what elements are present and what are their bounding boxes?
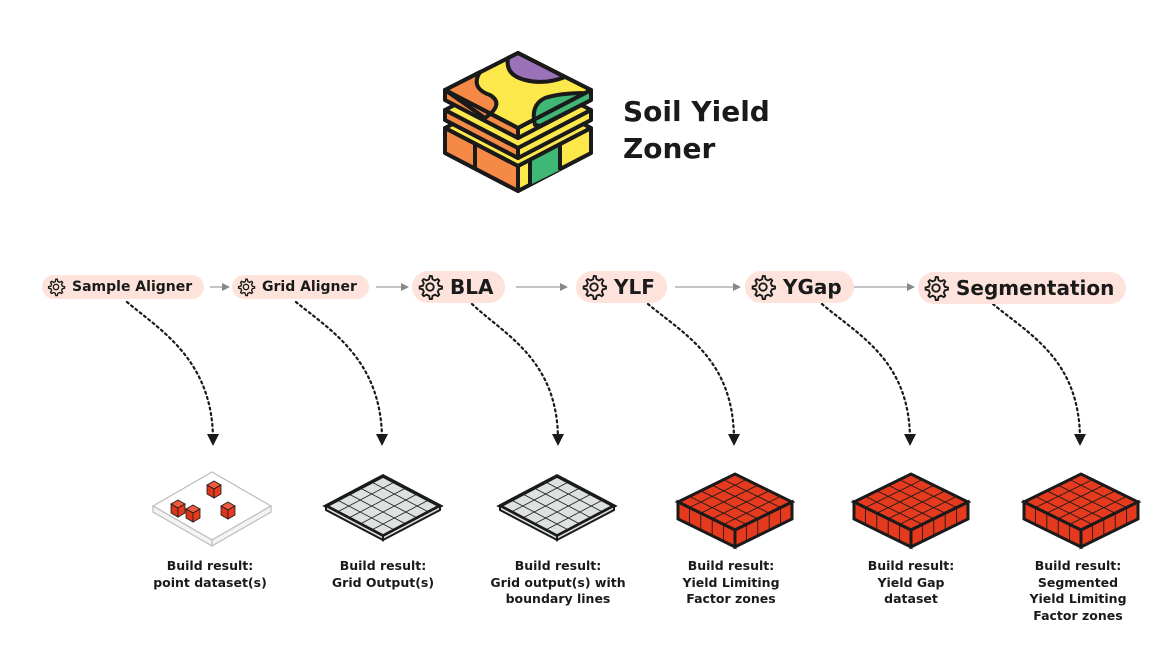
step-label: YLF [614, 275, 655, 299]
step-label: Sample Aligner [72, 279, 193, 295]
result-line: dataset [884, 591, 938, 606]
step-label: Segmentation [956, 276, 1115, 300]
app-title-line1: Soil Yield [623, 95, 770, 128]
result-line: Yield Limiting [1029, 591, 1127, 606]
app-title-line2: Zoner [623, 132, 716, 165]
result-line: Factor zones [1033, 607, 1123, 623]
step-sample-aligner: Sample Aligner [42, 275, 205, 299]
grey-grid-tile [322, 474, 444, 542]
gear-icon [922, 274, 950, 302]
step-bla: BLA [412, 271, 506, 303]
result-line: Build result: [1034, 558, 1122, 573]
result-line: Grid output(s) with [490, 574, 626, 590]
result-caption-4: Build result: Yield Limiting Factor zone… [646, 558, 816, 608]
step-label: YGap [783, 275, 842, 299]
gear-icon [236, 277, 256, 297]
app-title: Soil Yield Zoner [623, 93, 823, 167]
result-line: point dataset(s) [153, 574, 267, 590]
result-line: Build result: [166, 558, 254, 573]
step-grid-aligner: Grid Aligner [232, 275, 369, 299]
output-arrow-2 [294, 300, 388, 446]
result-caption-5: Build result: Yield Gap dataset [826, 558, 996, 608]
result-caption-1: Build result: point dataset(s) [125, 558, 295, 591]
result-line: Yield Limiting [682, 574, 780, 590]
sparse-points-tile [151, 471, 273, 548]
result-line: Build result: [687, 558, 775, 573]
result-line: Segmented [1037, 574, 1119, 590]
result-line: Grid Output(s) [331, 574, 435, 590]
result-caption-6: Build result: Segmented Yield Limiting F… [993, 558, 1163, 624]
red-grid-block [1020, 472, 1142, 550]
step-label: BLA [450, 275, 494, 299]
gear-icon [580, 273, 608, 301]
red-grid-block [850, 472, 972, 550]
result-line: Yield Gap [877, 574, 945, 590]
output-arrow-3 [470, 302, 564, 446]
red-grid-block [674, 472, 796, 550]
result-line: boundary lines [505, 591, 611, 606]
gear-icon [46, 277, 66, 297]
step-label: Grid Aligner [262, 279, 357, 295]
output-arrow-1 [125, 300, 219, 446]
result-line: Build result: [514, 558, 602, 573]
step-ylf: YLF [576, 271, 667, 303]
result-caption-3: Build result: Grid output(s) with bounda… [473, 558, 643, 608]
step-segmentation: Segmentation [918, 272, 1127, 304]
result-line: Build result: [867, 558, 955, 573]
output-arrow-6 [991, 302, 1086, 446]
gear-icon [749, 273, 777, 301]
result-line: Build result: [339, 558, 427, 573]
result-line: Factor zones [686, 591, 776, 606]
output-arrow-4 [646, 302, 740, 446]
grey-grid-tile [496, 474, 618, 542]
output-arrow-5 [820, 302, 916, 446]
step-ygap: YGap [745, 271, 854, 303]
gear-icon [416, 273, 444, 301]
result-caption-2: Build result: Grid Output(s) [298, 558, 468, 591]
